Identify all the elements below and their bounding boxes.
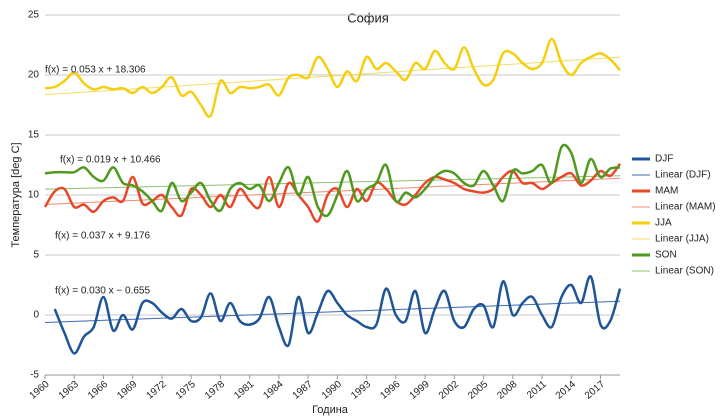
- x-tick-label: 1987: [291, 379, 315, 402]
- trend-equation: f(x) = 0.019 x + 10.466: [60, 155, 161, 166]
- y-tick-label: 10: [28, 190, 40, 201]
- chart-title: София: [347, 10, 389, 25]
- x-tick-label: 1999: [408, 379, 432, 402]
- y-tick-label: 25: [28, 10, 40, 21]
- x-tick-label: 1969: [115, 379, 139, 402]
- trend-line: [44, 56, 621, 96]
- y-axis-title: Температура [deg C]: [10, 142, 22, 247]
- legend-label: SON: [655, 250, 677, 261]
- x-tick-label: 1981: [232, 379, 256, 402]
- x-tick-label: 2002: [437, 379, 461, 402]
- x-tick-label: 1975: [174, 379, 198, 402]
- y-tick-label: 15: [28, 130, 40, 141]
- series-line: [44, 37, 621, 118]
- y-tick-label: 20: [28, 70, 40, 81]
- series-line: [53, 275, 622, 355]
- legend-label: Linear (MAM): [655, 202, 716, 213]
- legend-label: Linear (SON): [655, 266, 714, 277]
- x-tick-label: 2014: [554, 379, 578, 402]
- y-tick-label: 5: [33, 250, 39, 261]
- trend-line: [44, 175, 621, 190]
- legend-label: MAM: [655, 186, 678, 197]
- y-tick-label: -5: [30, 370, 39, 381]
- x-tick-label: 1984: [261, 379, 285, 402]
- trend-equation: f(x) = 0.037 x + 9.176: [55, 231, 150, 242]
- x-tick-label: 1966: [86, 379, 110, 402]
- x-tick-label: 2008: [495, 379, 519, 402]
- legend-label: Linear (JJA): [655, 234, 709, 245]
- x-tick-label: 1996: [378, 379, 402, 402]
- y-tick-label: 0: [33, 310, 39, 321]
- x-tick-label: 1963: [57, 379, 81, 402]
- trend-equation: f(x) = 0.053 x + 18.306: [45, 65, 146, 76]
- series-line: [43, 163, 622, 223]
- x-tick-label: 1972: [144, 379, 168, 402]
- x-tick-label: 1978: [203, 379, 227, 402]
- series-line: [44, 143, 621, 218]
- x-axis-title: Година: [312, 404, 349, 416]
- x-tick-label: 1993: [349, 379, 373, 402]
- trend-line: [44, 300, 621, 323]
- x-tick-label: 2005: [466, 379, 490, 402]
- x-tick-label: 1960: [28, 379, 52, 402]
- x-tick-label: 1990: [320, 379, 344, 402]
- x-tick-label: 2017: [583, 379, 607, 402]
- legend-label: DJF: [655, 154, 673, 165]
- x-tick-label: 2011: [525, 379, 549, 402]
- legend-label: JJA: [655, 218, 672, 229]
- legend-label: Linear (DJF): [655, 170, 711, 181]
- trend-equation: f(x) = 0.030 x − 0.655: [55, 286, 150, 297]
